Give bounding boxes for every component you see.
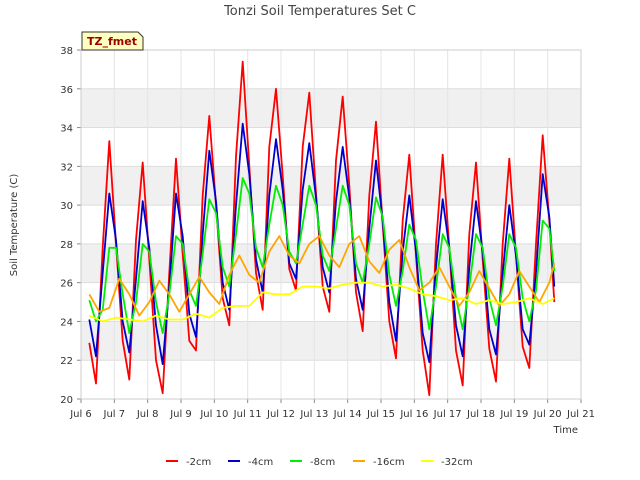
y-tick-label: 30: [60, 201, 73, 212]
x-tick-label: Jul 14: [333, 409, 362, 420]
x-tick-label: Jul 11: [233, 409, 262, 420]
plot-frame: [80, 49, 582, 400]
site-badge-label: TZ_fmet: [87, 35, 137, 48]
legend: -2cm -4cm -8cm -16cm -32cm: [166, 457, 473, 468]
legend-label: -32cm: [441, 457, 473, 468]
x-tick-label: Jul 19: [499, 409, 528, 420]
site-badge: TZ_fmet: [81, 31, 144, 51]
x-tick-label: Jul 7: [103, 409, 126, 420]
x-tick-label: Jul 12: [266, 409, 295, 420]
y-tick-label: 22: [60, 356, 73, 367]
y-tick-label: 24: [60, 317, 73, 328]
y-tick-label: 38: [60, 46, 73, 57]
x-axis-ticks: Jul 6 Jul 7 Jul 8 Jul 9 Jul 10 Jul 11 Jul 12 Ju…: [69, 399, 595, 420]
plot-band: [81, 50, 581, 89]
y-tick-label: 32: [60, 162, 73, 173]
series-line-16cmcm: [88, 235, 556, 317]
x-tick-label: Jul 8: [136, 409, 159, 420]
chart-title: Tonzi Soil Temperatures Set C: [223, 4, 416, 19]
legend-label: -16cm: [373, 457, 405, 468]
x-tick-label: Jul 20: [533, 409, 562, 420]
legend-label: -4cm: [248, 457, 273, 468]
x-tick-label: Jul 16: [399, 409, 428, 420]
x-tick-label: Jul 15: [366, 409, 395, 420]
x-tick-label: Jul 9: [169, 409, 192, 420]
y-tick-label: 34: [60, 124, 73, 135]
series-line-32cmcm: [88, 281, 555, 323]
y-tick-label: 26: [60, 279, 73, 290]
y-tick-label: 28: [60, 240, 73, 251]
y-tick-label: 20: [60, 395, 73, 406]
y-axis-label: Soil Temperature (C): [9, 174, 20, 277]
x-tick-label: Jul 17: [433, 409, 462, 420]
y-axis-ticks: 20 22 24 26 28 30 32 34 36 38: [60, 46, 81, 406]
legend-label: -2cm: [186, 457, 211, 468]
x-tick-label: Jul 6: [69, 409, 92, 420]
legend-label: -8cm: [310, 457, 335, 468]
plot-band: [81, 166, 581, 206]
x-tick-label: Jul 10: [199, 409, 228, 420]
plot-band: [81, 88, 581, 128]
site-badge-box: [81, 31, 144, 51]
data-series: [88, 60, 556, 397]
x-tick-label: Jul 13: [299, 409, 328, 420]
plot-band: [81, 127, 581, 167]
plot-band: [81, 360, 581, 399]
series-line-8cmcm: [88, 177, 556, 335]
x-axis-label: Time: [553, 425, 578, 436]
x-tick-label: Jul 21: [566, 409, 595, 420]
plot-band: [81, 205, 581, 244]
x-tick-label: Jul 18: [466, 409, 495, 420]
y-tick-label: 36: [60, 85, 73, 96]
